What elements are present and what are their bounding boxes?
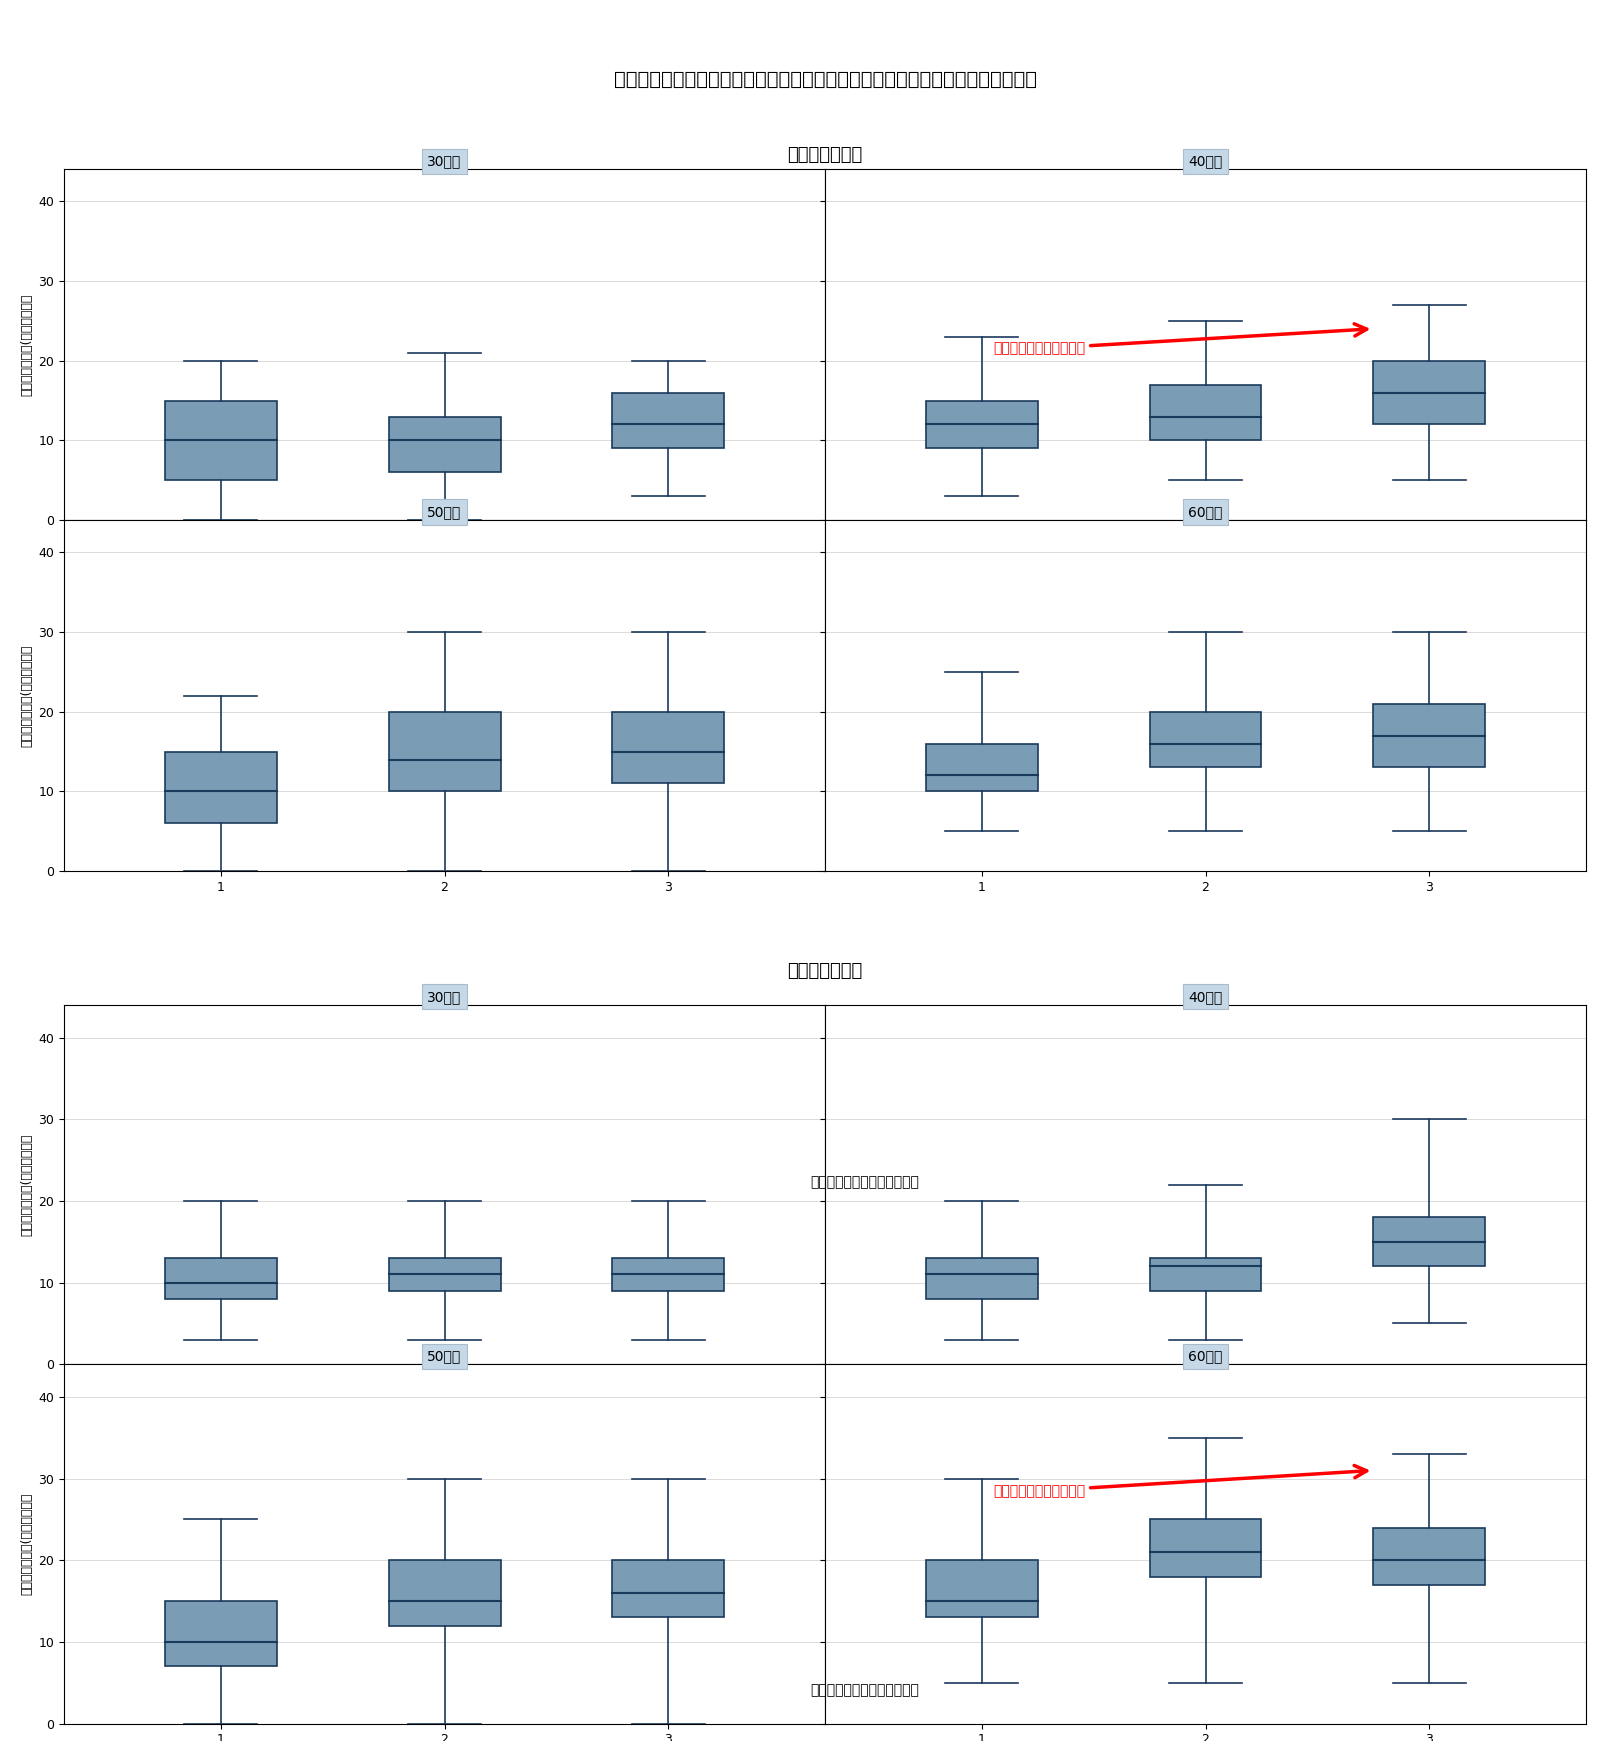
Bar — [926, 1259, 1038, 1299]
Bar — [1373, 1527, 1485, 1584]
Y-axis label: 予想月次年金額(単位：万円）: 予想月次年金額(単位：万円） — [19, 1492, 34, 1595]
Title: 30歳代: 30歳代 — [428, 989, 461, 1005]
Bar — [389, 712, 500, 792]
Bar — [165, 1259, 277, 1299]
Bar — [926, 1560, 1038, 1617]
Bar — [926, 400, 1038, 449]
Title: 40歳代: 40歳代 — [1189, 989, 1222, 1005]
Bar — [1150, 385, 1261, 440]
Bar — [612, 712, 724, 783]
Text: 予想年金額が高まる傾向: 予想年金額が高まる傾向 — [993, 324, 1367, 355]
Title: 50歳代: 50歳代 — [428, 505, 461, 519]
Bar — [389, 1560, 500, 1626]
Bar — [165, 752, 277, 823]
Y-axis label: 予想月次年金額(単位：万円）: 予想月次年金額(単位：万円） — [19, 644, 34, 747]
Text: パネルＡ：男性: パネルＡ：男性 — [788, 146, 862, 164]
Title: 40歳代: 40歳代 — [1189, 153, 1222, 169]
Title: 60歳代: 60歳代 — [1189, 1349, 1222, 1363]
Bar — [612, 1560, 724, 1617]
Bar — [1150, 1520, 1261, 1577]
Bar — [926, 743, 1038, 792]
Bar — [389, 416, 500, 472]
Text: ねんきん定期便に関する知識: ねんきん定期便に関する知識 — [811, 1175, 920, 1189]
Bar — [1150, 1259, 1261, 1290]
Bar — [612, 1259, 724, 1290]
Bar — [1373, 360, 1485, 425]
Text: パネルＢ：女性: パネルＢ：女性 — [788, 963, 862, 980]
Y-axis label: 予想月次年金額(単位：万円）: 予想月次年金額(単位：万円） — [19, 294, 34, 395]
Bar — [165, 1602, 277, 1666]
Title: 50歳代: 50歳代 — [428, 1349, 461, 1363]
Text: ねんきん定期便に関する知識: ねんきん定期便に関する知識 — [811, 1684, 920, 1697]
Y-axis label: 予想月次年金額(単位：万円）: 予想月次年金額(単位：万円） — [19, 1133, 34, 1236]
Bar — [165, 400, 277, 481]
Title: 30歳代: 30歳代 — [428, 153, 461, 169]
Text: 図表１：ねんきん定期便に関する知識と予想年金受給額の分布（単位：月万円）: 図表１：ねんきん定期便に関する知識と予想年金受給額の分布（単位：月万円） — [614, 70, 1036, 89]
Bar — [1373, 1217, 1485, 1266]
Title: 60歳代: 60歳代 — [1189, 505, 1222, 519]
Bar — [1150, 712, 1261, 768]
Text: 予想年金額が高まる傾向: 予想年金額が高まる傾向 — [993, 1466, 1367, 1497]
Bar — [1373, 703, 1485, 768]
Bar — [612, 392, 724, 449]
Bar — [389, 1259, 500, 1290]
